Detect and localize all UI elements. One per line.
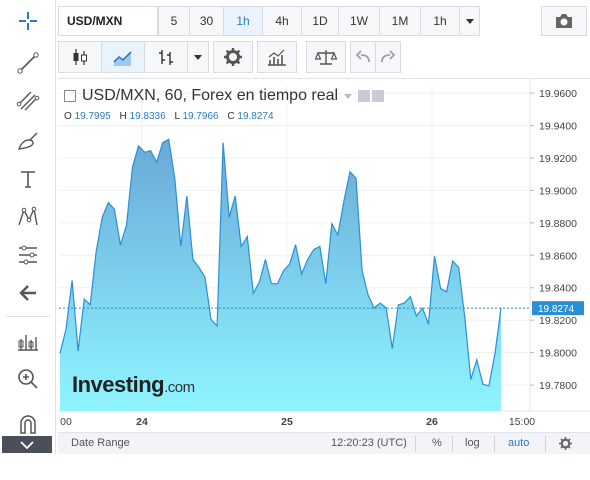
bottom-bar: Date Range 12:20:23 (UTC) % log auto <box>58 432 590 454</box>
indicators-button[interactable] <box>257 41 297 73</box>
x-tick-label: 26 <box>426 416 438 428</box>
ohlc-bars-icon <box>159 50 173 65</box>
fibonacci-icon[interactable] <box>8 238 48 272</box>
pattern-icon[interactable] <box>8 200 48 234</box>
undo-icon <box>355 50 370 63</box>
x-tick-label: 25 <box>281 416 293 428</box>
price-chart[interactable]: 19.9600 19.9400 19.9200 19.9000 19.8800 19.86… <box>58 79 590 433</box>
parallel-channel-icon[interactable] <box>8 84 48 118</box>
open-value: 19.7995 <box>74 111 111 122</box>
brush-icon[interactable] <box>8 124 48 158</box>
gear-icon <box>224 48 242 66</box>
interval-30-button[interactable]: 30 <box>189 6 224 36</box>
low-label: L <box>174 111 180 122</box>
caret-down-icon[interactable] <box>344 93 353 99</box>
crosshair-icon[interactable] <box>8 4 48 38</box>
zoom-in-icon[interactable] <box>8 362 48 396</box>
ohlc-values: O 19.7995 H 19.8336 L 19.7966 C 19.8274 <box>64 111 280 122</box>
high-label: H <box>119 111 127 122</box>
area-chart-icon <box>113 51 132 66</box>
text-tool-icon[interactable] <box>8 162 48 196</box>
area-chart-button[interactable] <box>101 41 145 73</box>
auto-toggle[interactable]: auto <box>508 437 530 449</box>
last-price-label: 19.8274 <box>538 304 575 315</box>
collapse-toolbar-button[interactable] <box>2 436 52 453</box>
undo-button[interactable] <box>350 41 376 73</box>
legend-collapse-checkbox[interactable] <box>64 90 76 102</box>
bars-button[interactable] <box>144 41 188 73</box>
y-tick-label: 19.7800 <box>539 380 577 392</box>
price-axis[interactable]: 19.9600 19.9400 19.9200 19.9000 19.8800 19.86… <box>530 88 577 392</box>
y-tick-label: 19.8600 <box>539 250 577 262</box>
low-value: 19.7966 <box>182 111 219 122</box>
legend-title-text: USD/MXN, 60, Forex en tiempo real <box>82 87 339 104</box>
divider <box>545 436 546 452</box>
x-tick-label: 24 <box>136 416 148 428</box>
interval-1w-button[interactable]: 1W <box>338 6 380 36</box>
divider <box>494 436 495 452</box>
chart-legend[interactable]: USD/MXN, 60, Forex en tiempo real <box>64 87 385 105</box>
x-tick-label: 00 <box>60 416 72 428</box>
x-tick-label: 15:00 <box>509 416 535 428</box>
compare-button[interactable] <box>306 41 346 73</box>
price-line <box>59 138 502 387</box>
eye-icon[interactable] <box>358 90 371 102</box>
last-price-tag: 19.8274 <box>532 301 584 316</box>
interval-1m-button[interactable]: 1M <box>379 6 421 36</box>
y-tick-label: 19.9000 <box>539 185 577 197</box>
y-tick-label: 19.8400 <box>539 283 577 295</box>
y-tick-label: 19.9600 <box>539 88 577 100</box>
interval-1d-button[interactable]: 1D <box>301 6 339 36</box>
chart-type-dropdown[interactable] <box>187 41 209 73</box>
redo-button[interactable] <box>375 41 401 73</box>
interval-1h-button[interactable]: 1h <box>223 6 263 36</box>
clock-text: 12:20:23 (UTC) <box>331 437 407 449</box>
y-tick-label: 19.9400 <box>539 121 577 133</box>
log-toggle[interactable]: log <box>465 437 480 449</box>
caret-down-icon <box>465 18 474 24</box>
investing-logo: Investing.com <box>72 372 195 398</box>
y-tick-label: 19.8200 <box>539 315 577 327</box>
logo-text: Investing <box>72 372 165 397</box>
indicators-icon <box>268 49 286 66</box>
interval-dropdown-button[interactable] <box>459 6 480 36</box>
measure-icon[interactable] <box>8 324 48 358</box>
y-tick-label: 19.9200 <box>539 153 577 165</box>
divider <box>415 436 416 452</box>
interval-custom-button[interactable]: 1h <box>420 6 460 36</box>
interval-5-button[interactable]: 5 <box>158 6 190 36</box>
open-label: O <box>64 111 72 122</box>
gear-icon[interactable] <box>559 437 572 450</box>
y-tick-label: 19.8800 <box>539 218 577 230</box>
symbol-input[interactable]: USD/MXN <box>58 6 158 36</box>
gear-icon[interactable] <box>372 90 385 102</box>
redo-icon <box>381 50 396 63</box>
scales-icon <box>315 50 337 65</box>
trend-line-icon[interactable] <box>8 46 48 80</box>
chart-panel[interactable]: 19.9600 19.9400 19.9200 19.9000 19.8800 19.86… <box>58 78 590 432</box>
date-range-button[interactable]: Date Range <box>71 437 130 449</box>
caret-down-icon <box>194 54 202 60</box>
interval-4h-button[interactable]: 4h <box>262 6 302 36</box>
snapshot-button[interactable] <box>541 6 587 36</box>
back-arrow-icon[interactable] <box>8 276 48 310</box>
divider <box>452 436 453 452</box>
close-value: 19.8274 <box>237 111 274 122</box>
y-tick-label: 19.8000 <box>539 348 577 360</box>
magnet-icon[interactable] <box>8 408 48 442</box>
camera-icon <box>556 14 572 28</box>
candles-button[interactable] <box>58 41 102 73</box>
close-label: C <box>227 111 235 122</box>
chevron-down-icon <box>20 440 34 449</box>
drawing-toolbar <box>0 0 56 455</box>
high-value: 19.8336 <box>129 111 166 122</box>
time-axis[interactable]: 00 24 25 26 15:00 <box>60 416 535 428</box>
price-area <box>60 139 501 412</box>
candlestick-icon <box>73 49 87 65</box>
settings-button[interactable] <box>213 41 253 73</box>
percent-toggle[interactable]: % <box>432 437 442 449</box>
toolbar-divider <box>6 316 50 317</box>
logo-suffix: .com <box>164 379 195 396</box>
